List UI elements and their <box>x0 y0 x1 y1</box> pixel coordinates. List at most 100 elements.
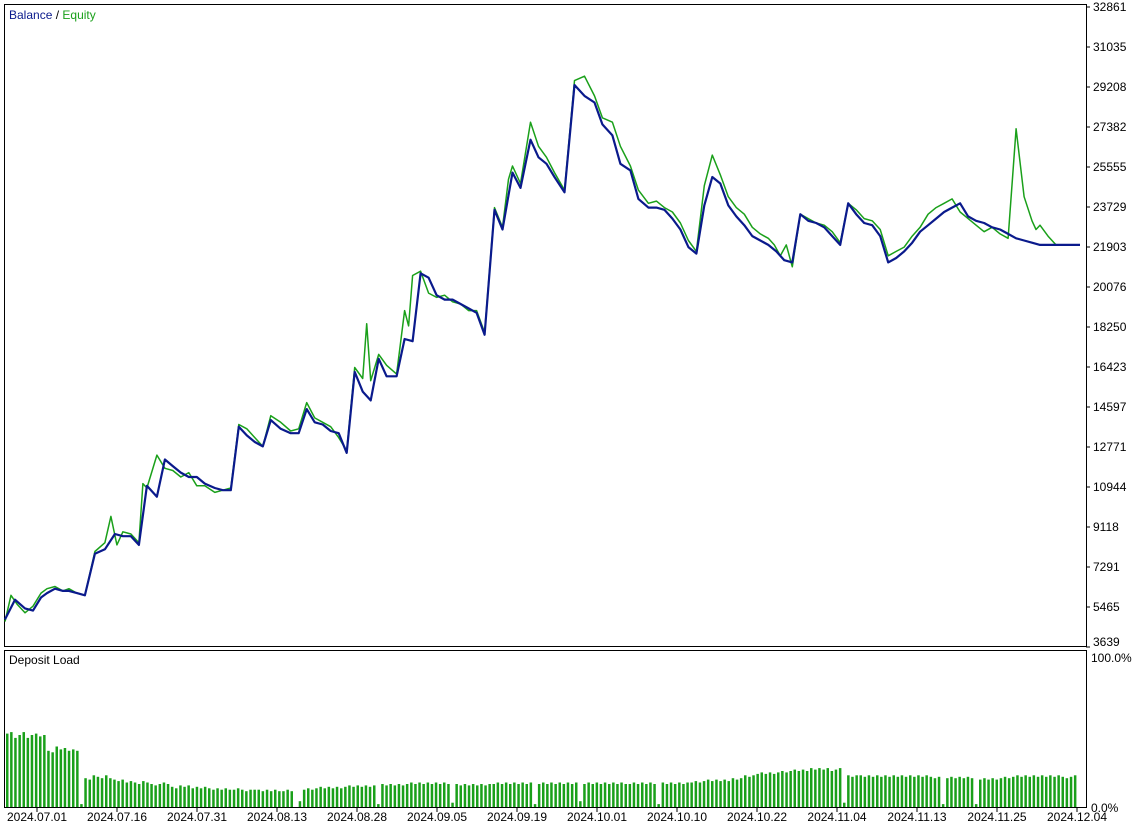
deposit-load-bar <box>80 804 83 807</box>
deposit-load-bar <box>348 785 351 807</box>
balance-line-layer <box>4 83 1080 620</box>
deposit-load-bar <box>203 786 207 807</box>
deposit-load-bar <box>278 791 281 807</box>
deposit-load-bar <box>405 784 409 807</box>
deposit-load-bar <box>946 778 949 807</box>
deposit-load-bar <box>381 784 384 807</box>
deposit-load-bar <box>105 775 108 807</box>
deposit-load-bar <box>261 791 265 807</box>
deposit-load-bar <box>1040 775 1044 807</box>
deposit-load-bar <box>608 784 611 807</box>
deposit-load-bar <box>133 782 137 807</box>
deposit-load-title: Deposit Load <box>9 653 80 667</box>
deposit-load-bar <box>954 778 957 807</box>
legend-equity-label: Equity <box>62 8 95 22</box>
deposit-load-bar <box>368 786 372 807</box>
deposit-load-bar <box>517 784 520 807</box>
deposit-load-frame <box>4 650 1087 808</box>
deposit-load-bar <box>434 782 438 807</box>
deposit-load-bar <box>616 784 619 807</box>
deposit-load-bar <box>1003 776 1007 807</box>
deposit-load-bar <box>162 782 166 807</box>
deposit-load-bar <box>983 778 986 807</box>
deposit-load-bar <box>566 782 570 807</box>
deposit-load-bar <box>673 784 677 807</box>
deposit-load-bar <box>814 769 817 807</box>
x-tick-label: 2024.07.01 <box>7 810 67 824</box>
deposit-load-bar <box>401 785 405 807</box>
deposit-load-bar <box>880 776 883 807</box>
deposit-load-bar <box>509 784 512 807</box>
x-tick-label: 2024.11.25 <box>967 810 1026 824</box>
deposit-load-bar <box>715 779 718 807</box>
deposit-load-bar <box>129 781 133 807</box>
deposit-load-bar <box>793 769 796 807</box>
deposit-load-bar <box>797 771 801 807</box>
deposit-load-bar <box>1032 775 1036 807</box>
deposit-load-bar <box>999 778 1003 807</box>
deposit-load-bar <box>121 779 124 807</box>
y-tick-label: 5465 <box>1093 600 1120 614</box>
deposit-load-bar <box>340 788 343 807</box>
deposit-load-bar <box>356 785 359 807</box>
deposit-load-bar <box>109 778 112 807</box>
deposit-load-bar <box>1053 776 1056 807</box>
deposit-load-bar <box>360 786 364 807</box>
deposit-load-bar <box>302 789 306 807</box>
deposit-load-bar <box>570 784 574 807</box>
deposit-load-bar <box>1007 778 1011 807</box>
deposit-load-bar <box>393 785 397 807</box>
y-tick-label: 14597 <box>1093 400 1127 414</box>
deposit-load-bar <box>628 784 632 807</box>
equity-series-line <box>4 75 1080 622</box>
deposit-load-bar <box>146 782 149 807</box>
deposit-load-bar <box>1012 776 1015 807</box>
deposit-load-bar <box>533 804 537 807</box>
deposit-load-bar <box>228 789 232 807</box>
y-tick-label: 31035 <box>1093 40 1127 54</box>
deposit-load-bar <box>92 775 96 807</box>
deposit-load-bar <box>772 773 776 807</box>
deposit-load-bar <box>117 781 120 807</box>
deposit-load-bar <box>529 782 533 807</box>
deposit-load-bar <box>1057 775 1060 807</box>
deposit-load-bar <box>995 779 998 807</box>
deposit-load-bar <box>760 772 763 807</box>
deposit-load-bar <box>26 737 30 807</box>
y-tick-label: 25555 <box>1093 160 1127 174</box>
deposit-load-bar <box>484 785 487 807</box>
deposit-load-bar <box>327 786 331 807</box>
deposit-load-bar <box>471 784 475 807</box>
deposit-load-bar <box>488 784 491 807</box>
deposit-load-bar <box>410 782 413 807</box>
deposit-load-bar <box>892 775 895 807</box>
deposit-load-bar <box>447 784 450 807</box>
deposit-load-bar <box>513 782 516 807</box>
deposit-load-bar <box>84 778 87 807</box>
deposit-load-bar <box>711 781 714 807</box>
deposit-load-bar <box>843 802 846 807</box>
deposit-load-bar <box>137 784 141 807</box>
deposit-load-bar <box>492 784 495 807</box>
deposit-load-bar <box>175 788 178 807</box>
deposit-load-bar <box>88 779 91 807</box>
deposit-load-bar <box>496 782 500 807</box>
deposit-load-bar <box>253 789 256 807</box>
deposit-load-bar <box>785 772 788 807</box>
deposit-load-bar <box>426 782 430 807</box>
x-tick-label: 2024.08.13 <box>247 810 307 824</box>
deposit-load-bar <box>125 782 129 807</box>
deposit-load-bar <box>158 784 162 807</box>
deposit-ytick-top: 100.0% <box>1091 651 1132 665</box>
deposit-load-bar <box>257 789 260 807</box>
deposit-load-bar <box>47 750 50 807</box>
deposit-load-bar <box>641 782 644 807</box>
deposit-load-bar <box>34 733 38 807</box>
deposit-load-bar <box>612 782 615 807</box>
deposit-load-bar <box>373 785 376 807</box>
deposit-load-bar <box>150 784 153 807</box>
y-tick-label: 7291 <box>1093 560 1120 574</box>
deposit-load-bar <box>694 781 698 807</box>
deposit-load-bar <box>669 782 673 807</box>
deposit-load-bar <box>587 782 590 807</box>
